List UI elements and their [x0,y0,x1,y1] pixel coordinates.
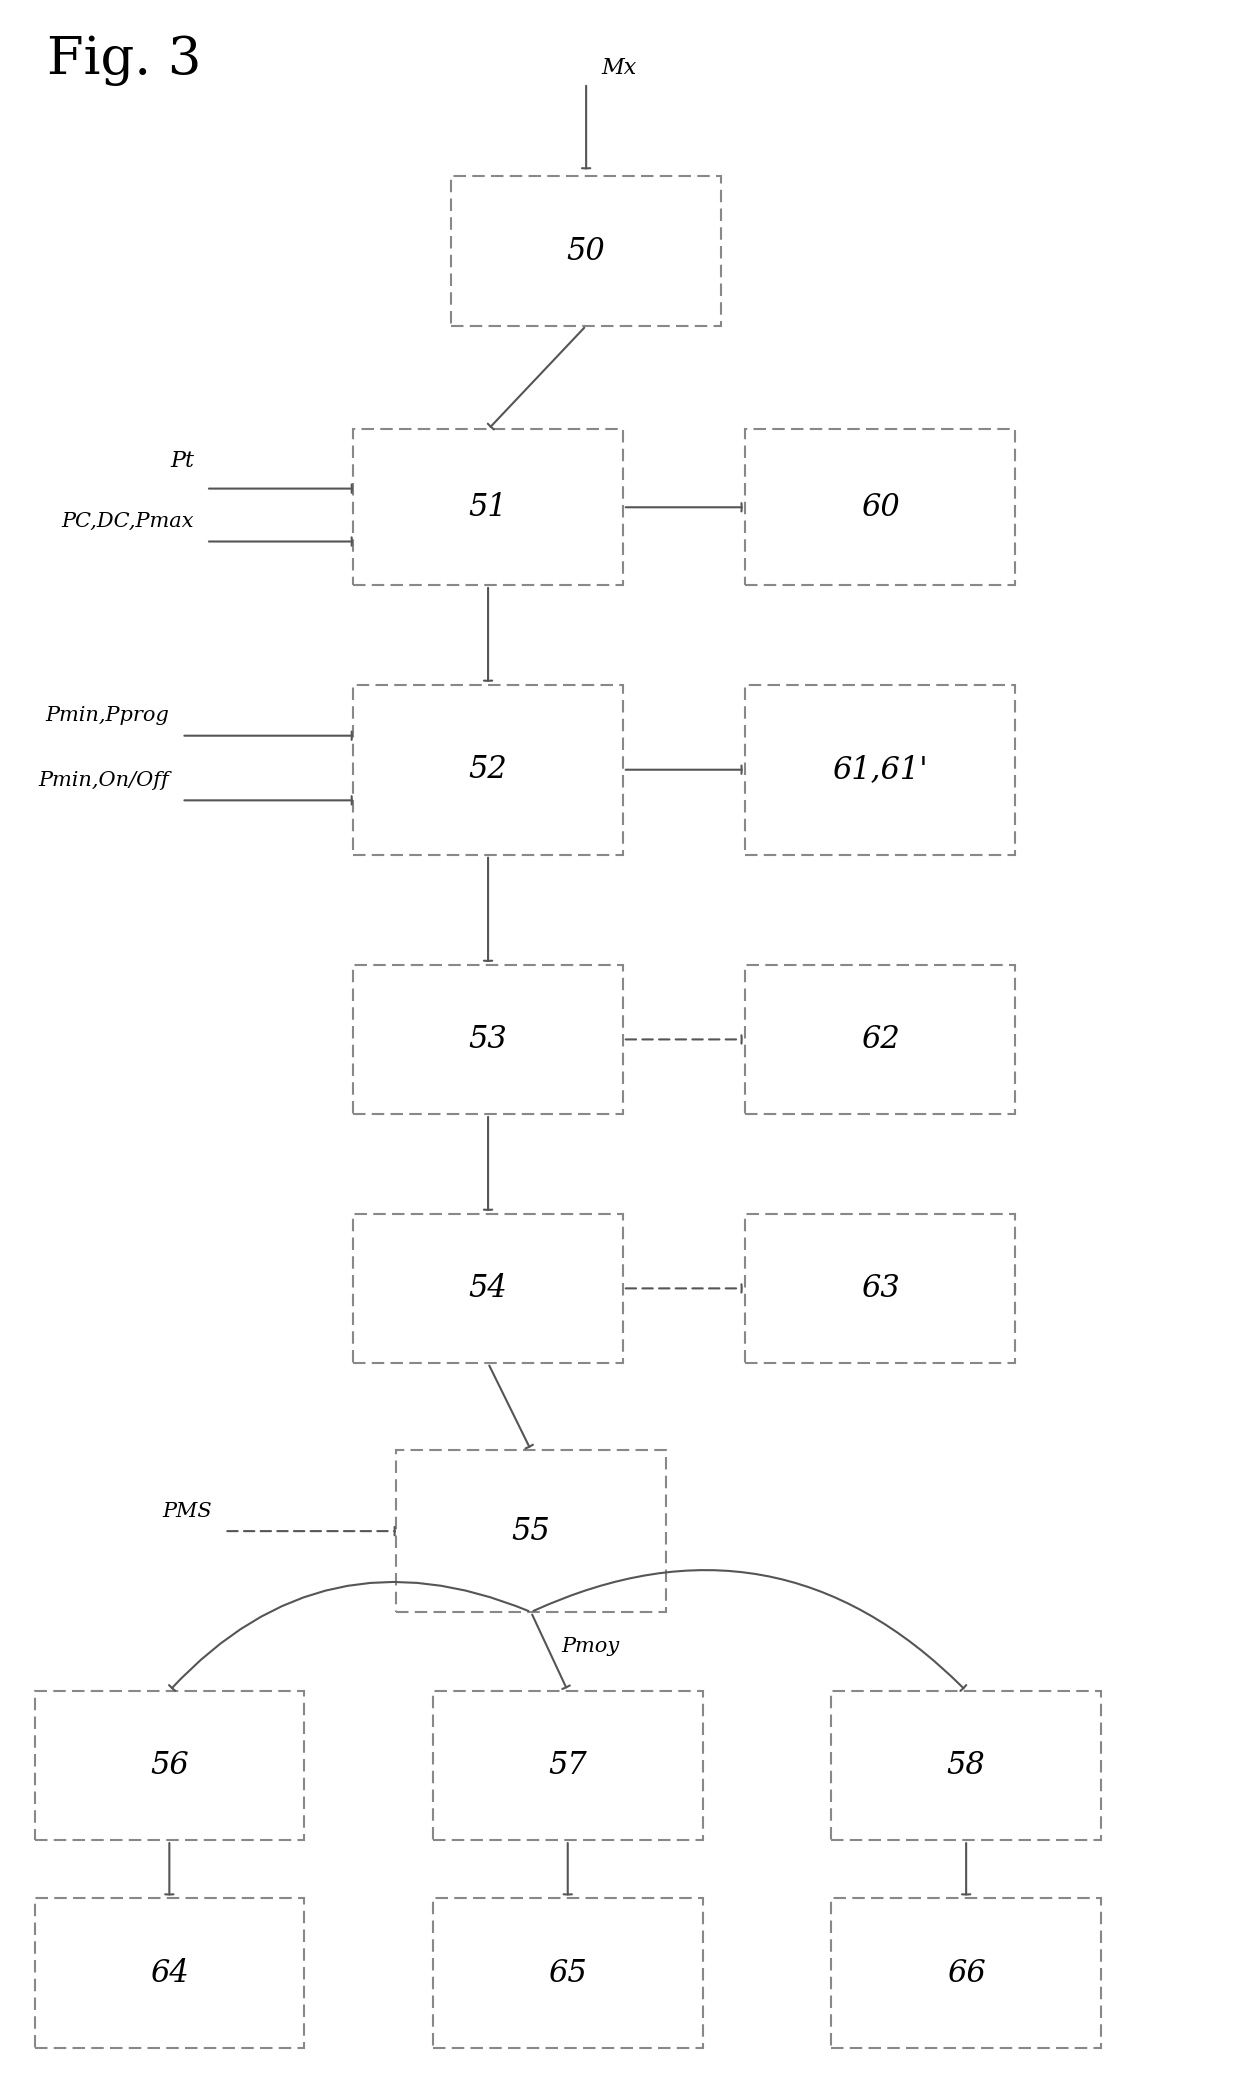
FancyBboxPatch shape [745,1214,1016,1362]
Text: 65: 65 [548,1958,587,1989]
Text: Pt: Pt [170,450,193,473]
Text: 53: 53 [469,1025,507,1054]
FancyBboxPatch shape [433,1898,703,2048]
FancyBboxPatch shape [353,1214,622,1362]
Text: 63: 63 [861,1273,900,1304]
Text: 51: 51 [469,492,507,523]
Text: PC,DC,Pmax: PC,DC,Pmax [61,512,193,531]
FancyBboxPatch shape [831,1898,1101,2048]
Text: 57: 57 [548,1750,587,1781]
FancyBboxPatch shape [396,1450,666,1612]
Text: 50: 50 [567,235,605,267]
FancyBboxPatch shape [451,177,720,325]
FancyBboxPatch shape [353,685,622,854]
Text: Fig. 3: Fig. 3 [47,35,201,85]
Text: PMS: PMS [162,1502,212,1521]
Text: 61,61': 61,61' [832,754,929,785]
Text: 64: 64 [150,1958,188,1989]
FancyBboxPatch shape [35,1691,304,1839]
Text: 60: 60 [861,492,900,523]
Text: 54: 54 [469,1273,507,1304]
Text: 58: 58 [947,1750,986,1781]
FancyBboxPatch shape [831,1691,1101,1839]
Text: 55: 55 [512,1516,551,1546]
FancyBboxPatch shape [35,1898,304,2048]
Text: Pmoy: Pmoy [562,1637,620,1656]
Text: Pmin,Pprog: Pmin,Pprog [46,706,170,725]
FancyBboxPatch shape [745,685,1016,854]
Text: Mx: Mx [601,56,636,79]
Text: 62: 62 [861,1025,900,1054]
Text: 52: 52 [469,754,507,785]
FancyBboxPatch shape [745,964,1016,1114]
FancyBboxPatch shape [745,429,1016,585]
FancyBboxPatch shape [353,964,622,1114]
FancyBboxPatch shape [433,1691,703,1839]
Text: Pmin,On/Off: Pmin,On/Off [38,771,170,789]
FancyBboxPatch shape [353,429,622,585]
Text: 66: 66 [947,1958,986,1989]
Text: 56: 56 [150,1750,188,1781]
